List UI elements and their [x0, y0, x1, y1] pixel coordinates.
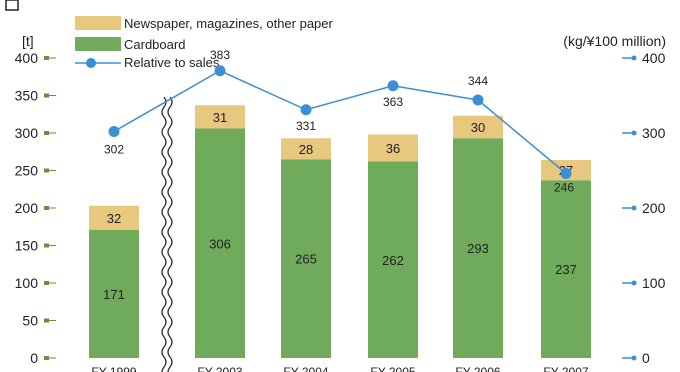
axis-break-line: [167, 96, 173, 372]
right-axis-title: (kg/¥100 million): [563, 33, 666, 49]
bar-cardboard: [195, 128, 245, 358]
left-tick-mark: [44, 356, 49, 360]
left-tick-mark: [44, 168, 49, 173]
right-tick-label: 0: [642, 350, 650, 366]
right-tick-label: 400: [642, 50, 666, 66]
right-tick-dot: [631, 130, 637, 136]
x-tick-label: FY 2005: [370, 365, 415, 372]
bar-cardboard-value: 306: [209, 236, 231, 251]
left-tick-label: 300: [15, 125, 39, 141]
left-tick-mark: [44, 206, 49, 210]
left-tick-mark: [44, 281, 49, 285]
left-tick-mark: [44, 93, 49, 98]
left-tick-label: 150: [15, 238, 39, 254]
bar-paper-value: 31: [213, 110, 227, 125]
bar-cardboard-value: 262: [382, 253, 404, 268]
left-tick-label: 50: [22, 313, 38, 329]
sales-point-label: 344: [468, 74, 488, 88]
legend-swatch-paper: [75, 16, 121, 30]
sales-point: [214, 65, 226, 77]
title-square-icon: [5, 0, 19, 11]
left-axis-title: [t]: [22, 33, 34, 49]
bar-paper: [368, 134, 418, 162]
right-tick-dot: [631, 55, 637, 61]
x-tick-label: FY 2007: [543, 365, 588, 372]
bar-cardboard: [453, 138, 503, 358]
left-tick-label: 250: [15, 163, 39, 179]
bar-cardboard: [368, 161, 418, 358]
right-tick-label: 200: [642, 200, 666, 216]
left-axis: 0 50 100 150 200 250 300 350 400: [15, 50, 56, 366]
bar-cardboard: [281, 159, 331, 358]
bar-cardboard: [89, 229, 139, 358]
sales-point: [560, 168, 572, 179]
right-axis: 0 100 200 300 400: [622, 50, 666, 366]
bar-paper-value: 36: [386, 141, 400, 156]
sales-point-label: 383: [210, 48, 230, 62]
x-axis-labels: FY 1999 FY 2003 FY 2004 FY 2005 FY 2006 FY 20…: [91, 365, 588, 372]
left-tick-mark: [44, 56, 49, 60]
left-tick-label: 400: [15, 50, 39, 66]
bar-cardboard-value: 237: [555, 262, 577, 277]
sales-point-label: 246: [554, 181, 574, 195]
left-tick-label: 100: [15, 275, 39, 291]
bar-paper-value: 30: [471, 120, 485, 135]
sales-point-label: 302: [104, 143, 124, 157]
legend: Newspaper, magazines, other paper Cardbo…: [75, 16, 334, 70]
axis-break: [161, 96, 173, 372]
x-tick-label: FY 1999: [91, 365, 136, 372]
right-tick-dot: [631, 355, 637, 361]
bar-paper-value: 28: [299, 142, 313, 157]
bar-paper: [195, 105, 245, 129]
x-tick-label: FY 2006: [455, 365, 500, 372]
left-tick-label: 200: [15, 200, 39, 216]
bar-cardboard-value: 171: [103, 287, 125, 302]
bar-paper: [89, 205, 139, 230]
sales-point-label: 363: [383, 95, 403, 109]
legend-marker-sales: [86, 58, 96, 68]
bar-cardboard-value: 293: [467, 241, 489, 256]
legend-label-paper: Newspaper, magazines, other paper: [124, 16, 334, 31]
legend-swatch-cardboard: [75, 37, 121, 51]
bar-paper: [281, 138, 331, 160]
bar-paper-value: 32: [107, 211, 121, 226]
right-tick-dot: [631, 205, 637, 211]
left-tick-mark: [44, 131, 49, 135]
sales-point: [472, 94, 484, 106]
x-tick-label: FY 2003: [197, 365, 242, 372]
left-tick-label: 350: [15, 88, 39, 104]
left-tick-mark: [44, 243, 49, 248]
right-tick-label: 100: [642, 275, 666, 291]
right-tick-label: 300: [642, 125, 666, 141]
left-tick-label: 0: [30, 350, 38, 366]
sales-point: [300, 104, 312, 116]
sales-polyline: [113, 69, 567, 175]
sales-point: [108, 126, 120, 137]
bars: 171323063126528262362933023727: [89, 105, 591, 358]
bar-paper: [453, 115, 503, 139]
sales-line: 302 383 331 363 344 246: [104, 48, 574, 195]
right-tick-dot: [631, 280, 637, 286]
bar-cardboard-value: 265: [295, 252, 317, 267]
bar-cardboard: [541, 180, 591, 358]
sales-point: [387, 80, 399, 92]
legend-label-sales: Relative to sales: [124, 55, 220, 70]
x-tick-label: FY 2004: [283, 365, 328, 372]
sales-point-label: 331: [296, 119, 316, 133]
left-tick-mark: [44, 318, 49, 323]
legend-label-cardboard: Cardboard: [124, 37, 185, 52]
axis-break-line: [161, 96, 167, 372]
